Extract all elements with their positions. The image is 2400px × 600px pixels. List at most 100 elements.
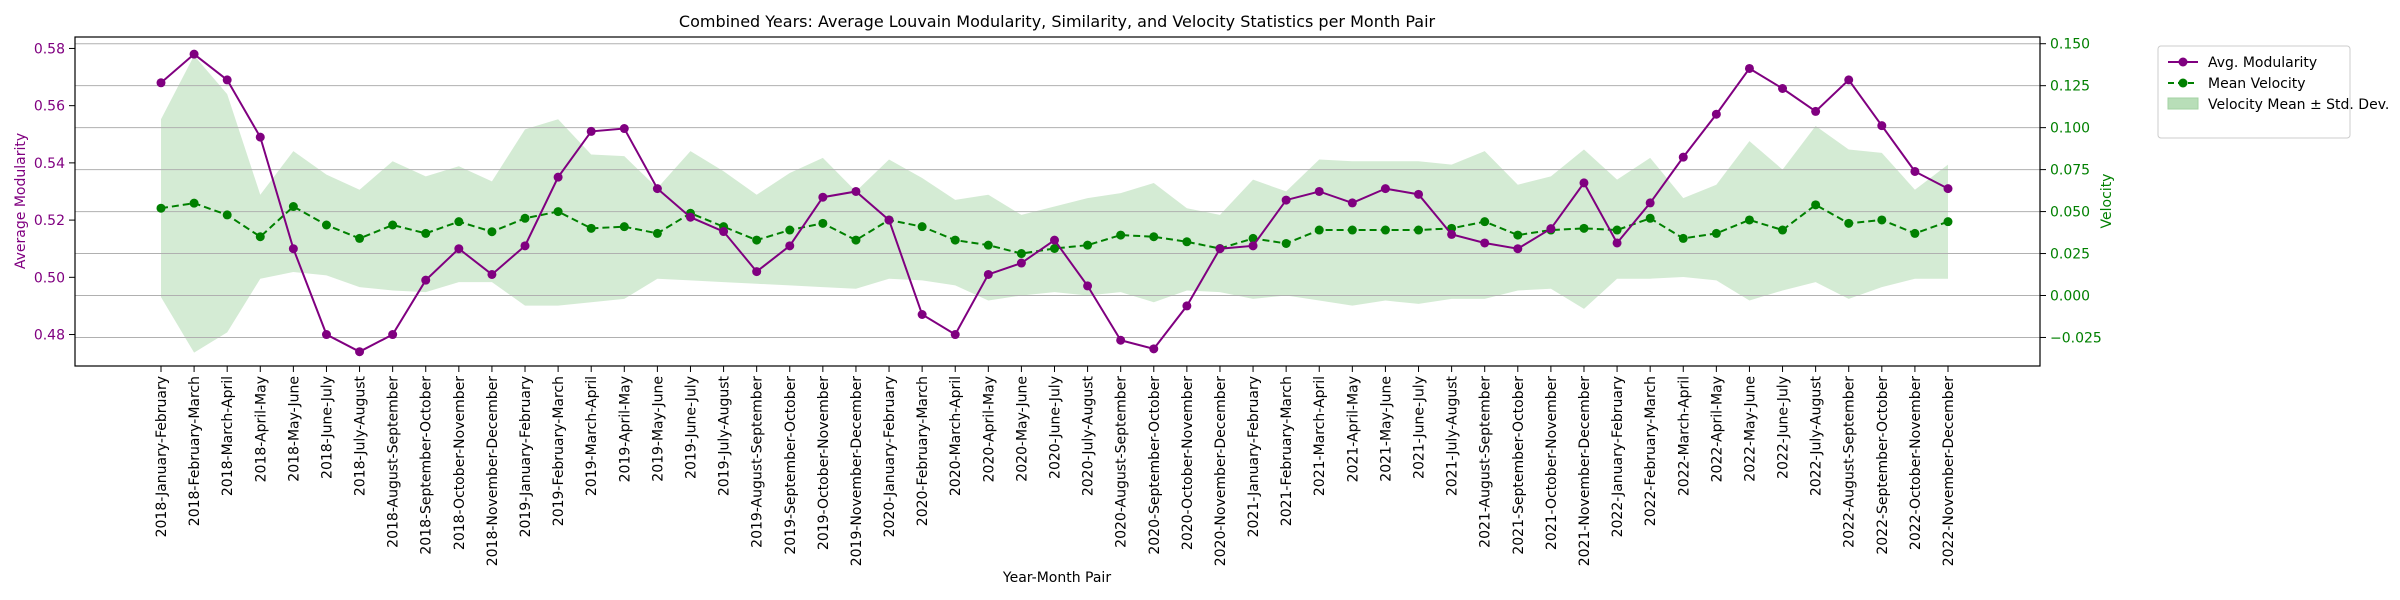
right-tick-label: 0.100 [2050,121,2090,137]
velocity-point [288,202,298,212]
grid-lines [75,43,2040,338]
x-tick-label: 2021-May-June [1378,376,1394,482]
velocity-point [1380,225,1390,235]
velocity-point [983,240,993,250]
x-tick-label: 2022-August-September [1842,376,1858,548]
x-tick-label: 2022-May-June [1742,376,1758,482]
velocity-point [388,220,398,230]
modularity-point [619,124,629,134]
x-axis-ticks: 2018-January-February 2018-February-March… [154,366,1957,566]
modularity-point [1414,189,1424,199]
left-axis-ticks: 0.48 0.50 0.52 0.54 0.56 0.58 [34,41,75,344]
velocity-point [1083,240,1093,250]
x-tick-label: 2018-January-February [154,376,170,537]
modularity-point [1380,184,1390,194]
modularity-point [818,192,828,202]
modularity-point [719,227,729,237]
modularity-point [421,275,431,285]
modularity-point [586,126,596,136]
modularity-point [884,215,894,225]
velocity-point [1645,213,1655,223]
x-tick-label: 2018-March-April [220,376,236,496]
velocity-point [1744,215,1754,225]
modularity-point [288,244,298,254]
left-tick-label: 0.48 [34,328,65,344]
velocity-point [652,228,662,238]
velocity-point [222,210,232,220]
velocity-point [586,223,596,233]
x-tick-label: 2019-February-March [551,376,567,526]
x-tick-label: 2019-September-October [783,376,799,555]
modularity-point [1811,106,1821,116]
x-tick-label: 2020-March-April [948,376,964,496]
x-tick-label: 2021-September-October [1511,376,1527,555]
velocity-point [1182,237,1192,247]
x-tick-label: 2018-August-September [386,376,402,548]
modularity-point [487,269,497,279]
modularity-point [1215,244,1225,254]
right-tick-label: −0.025 [2050,330,2102,346]
x-tick-label: 2022-March-April [1676,376,1692,496]
velocity-point [1612,225,1622,235]
modularity-point [917,310,927,320]
x-tick-label: 2019-June-July [683,376,699,479]
chart-title: Combined Years: Average Louvain Modulari… [679,12,1436,31]
x-tick-label: 2018-February-March [187,376,203,526]
velocity-point [1480,217,1490,227]
left-tick-label: 0.50 [34,270,65,286]
modularity-point [652,184,662,194]
y-axis-right-label: Velocity [2099,174,2115,229]
velocity-point [454,217,464,227]
left-tick-label: 0.52 [34,213,65,229]
modularity-point [1281,195,1291,205]
modularity-point [388,330,398,340]
velocity-point [752,235,762,245]
velocity-point [255,232,265,242]
x-tick-label: 2019-July-August [717,376,733,497]
modularity-point [685,212,695,222]
velocity-point [1811,200,1821,210]
modularity-point [851,186,861,196]
x-tick-label: 2020-July-August [1081,376,1097,497]
x-tick-label: 2022-November-December [1941,376,1957,567]
x-tick-label: 2021-October-November [1544,376,1560,550]
x-tick-label: 2022-April-May [1709,376,1725,482]
modularity-point [454,244,464,254]
legend-band-label: Velocity Mean ± Std. Dev. [2208,97,2389,113]
modularity-point [1744,63,1754,73]
x-tick-label: 2020-August-September [1114,376,1130,548]
modularity-point [255,132,265,142]
modularity-point [1248,241,1258,251]
velocity-point [917,222,927,232]
modularity-point [520,241,530,251]
modularity-point [752,267,762,277]
velocity-point [818,218,828,228]
modularity-point [1645,198,1655,208]
x-tick-label: 2022-October-November [1908,376,1924,550]
x-tick-label: 2019-March-April [584,376,600,496]
legend-box [2157,45,2351,139]
x-tick-label: 2022-July-August [1809,376,1825,497]
x-tick-label: 2020-June-July [1048,376,1064,479]
velocity-point [785,225,795,235]
velocity-point [950,235,960,245]
x-tick-label: 2022-June-July [1776,376,1792,479]
x-tick-label: 2021-August-September [1478,376,1494,548]
modularity-point [1513,244,1523,254]
right-tick-label: 0.075 [2050,163,2090,179]
modularity-point [189,49,199,59]
velocity-point [1778,225,1788,235]
modularity-point [1546,224,1556,234]
x-tick-label: 2020-May-June [1014,376,1030,482]
left-tick-label: 0.56 [34,99,65,115]
velocity-point [1513,230,1523,240]
velocity-point [1910,228,1920,238]
x-tick-label: 2019-January-February [518,376,534,537]
velocity-series [156,198,1953,259]
x-tick-label: 2021-March-April [1312,376,1328,496]
modularity-point [1149,344,1159,354]
x-tick-label: 2022-February-March [1643,376,1659,526]
legend-band-swatch [2167,97,2199,110]
velocity-point [189,198,199,208]
